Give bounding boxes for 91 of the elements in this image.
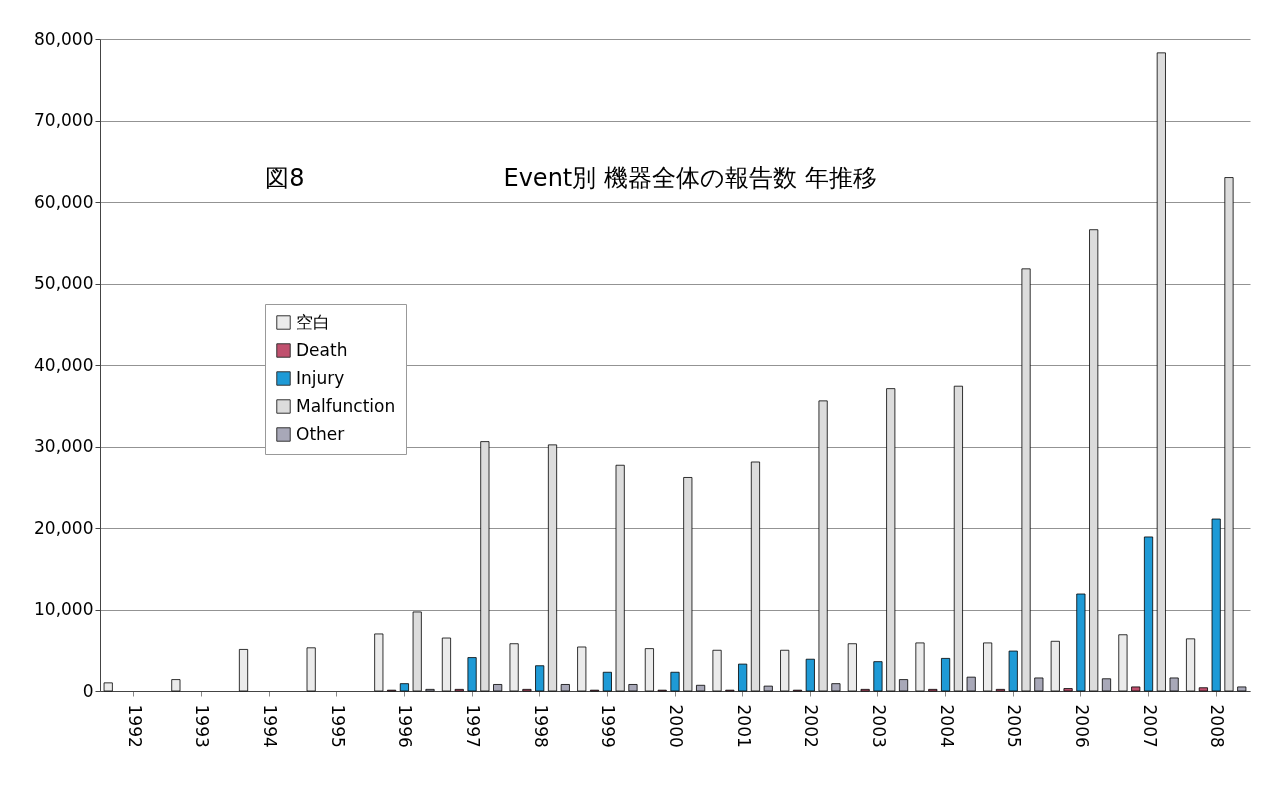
bar <box>509 643 519 692</box>
bar <box>1224 177 1234 692</box>
x-tick-label: 2006 <box>1071 704 1092 748</box>
bar <box>602 671 612 692</box>
bar <box>763 685 773 692</box>
y-tick-label: 70,000 <box>34 110 94 130</box>
legend-label: Death <box>296 339 348 360</box>
bar <box>1198 687 1208 692</box>
bar <box>780 649 790 692</box>
bar <box>1089 229 1099 692</box>
x-tick-label: 1993 <box>192 704 213 748</box>
bar <box>831 683 841 692</box>
bar <box>1156 52 1166 692</box>
bar <box>1211 518 1221 692</box>
bar <box>171 679 181 692</box>
y-tick-label: 20,000 <box>34 517 94 538</box>
x-tick-label: 2008 <box>1207 704 1228 748</box>
y-tick-label: 40,000 <box>34 354 94 375</box>
bar <box>1021 268 1031 692</box>
bar <box>412 611 422 692</box>
x-tick-label: 2007 <box>1139 704 1160 748</box>
bar <box>441 637 452 692</box>
y-tick-label: 10,000 <box>34 599 94 619</box>
bar <box>953 385 963 692</box>
text: Event別 機器全体の報告数 年推移 <box>503 164 877 192</box>
x-tick-label: 2000 <box>666 704 686 748</box>
bar <box>805 658 815 692</box>
bar <box>1186 638 1196 692</box>
y-tick-label: 30,000 <box>34 436 94 456</box>
legend-label: 空白 <box>296 311 330 332</box>
bar <box>547 444 558 692</box>
bar <box>535 665 545 692</box>
y-tick-label: 0 <box>82 680 94 701</box>
bar <box>873 661 883 692</box>
x-tick-label: 1994 <box>260 704 281 748</box>
bar <box>628 684 638 692</box>
x-tick-label: 2004 <box>936 704 957 748</box>
x-tick-label: 1999 <box>598 704 619 748</box>
bar <box>1063 688 1073 692</box>
x-tick-label: 2002 <box>801 704 822 748</box>
bar <box>644 648 654 692</box>
y-tick-label: 50,000 <box>34 273 94 293</box>
bar <box>467 657 477 692</box>
x-tick-label: 2003 <box>868 704 889 748</box>
bar <box>306 647 316 692</box>
annotation: 図8 <box>265 164 305 192</box>
x-tick-label: 2001 <box>733 704 754 748</box>
y-tick-label: 60,000 <box>34 191 94 212</box>
legend-label: Other <box>296 423 345 444</box>
bar <box>738 663 748 692</box>
bar <box>1237 686 1247 692</box>
x-tick-label: 1995 <box>327 704 348 748</box>
bar <box>1076 593 1086 692</box>
bar <box>847 643 857 692</box>
bar <box>399 683 409 692</box>
bar <box>493 684 503 692</box>
bar <box>1131 686 1141 692</box>
bar <box>1050 640 1060 692</box>
bar <box>1008 650 1018 692</box>
bar <box>577 646 587 692</box>
bar <box>1143 536 1154 692</box>
bar <box>1034 677 1044 692</box>
bar <box>560 684 570 692</box>
bar <box>1101 678 1112 692</box>
y-tick-label: 80,000 <box>34 28 94 49</box>
bar <box>983 642 993 692</box>
bar <box>374 633 384 692</box>
bar <box>966 676 976 692</box>
x-tick-label: 2005 <box>1004 704 1025 748</box>
bar <box>941 658 951 692</box>
bar <box>818 400 828 692</box>
bar <box>750 461 761 692</box>
x-tick-label: 1992 <box>124 704 145 748</box>
bar <box>898 679 909 692</box>
bar <box>238 649 249 692</box>
bar <box>683 477 693 692</box>
bar <box>480 441 490 692</box>
x-tick-label: 1997 <box>463 704 484 748</box>
bar <box>712 649 722 692</box>
x-tick-label: 1996 <box>395 704 416 748</box>
bar <box>615 464 625 692</box>
legend-label: Injury <box>296 367 345 388</box>
bar <box>670 671 680 692</box>
bar <box>103 682 113 692</box>
legend-label: Malfunction <box>296 395 396 416</box>
bar <box>696 684 706 692</box>
x-tick-label: 1998 <box>530 704 551 748</box>
bar <box>886 388 896 692</box>
bar <box>915 642 925 692</box>
bar <box>1169 677 1179 692</box>
bar <box>1118 634 1128 692</box>
